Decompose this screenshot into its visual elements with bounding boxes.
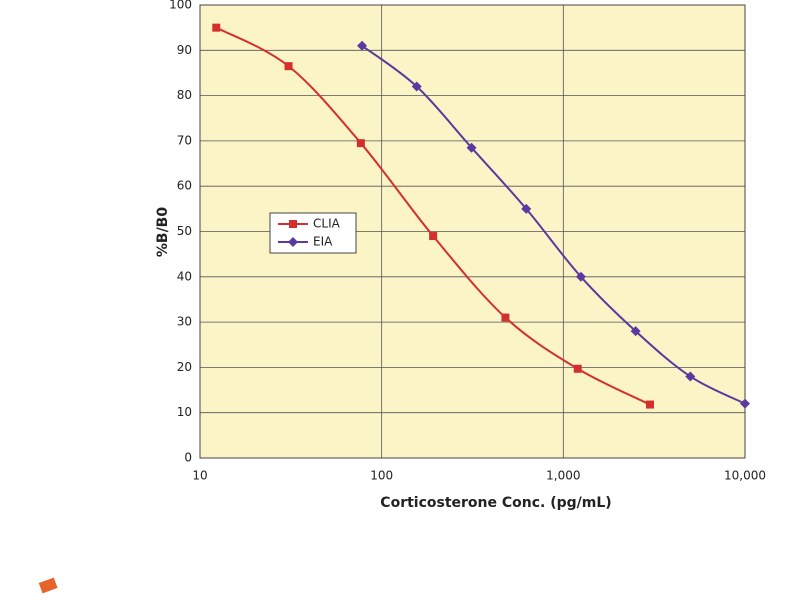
marker xyxy=(573,364,582,373)
marker xyxy=(356,139,365,148)
marker xyxy=(284,62,293,71)
y-tick-label: 70 xyxy=(177,133,192,147)
x-tick-label: 1,000 xyxy=(546,469,580,483)
y-tick-label: 100 xyxy=(169,0,192,12)
marker xyxy=(466,142,477,153)
marker xyxy=(630,326,641,337)
x-tick-label: 10,000 xyxy=(724,469,766,483)
marker xyxy=(575,271,586,282)
marker xyxy=(357,40,368,51)
y-tick-label: 10 xyxy=(177,405,192,419)
legend-box xyxy=(269,212,357,254)
marker xyxy=(212,23,221,32)
marker xyxy=(685,371,696,382)
y-tick-label: 60 xyxy=(177,179,192,193)
marker xyxy=(740,398,750,409)
marker xyxy=(501,313,510,322)
legend-marker xyxy=(288,237,298,247)
y-tick-label: 20 xyxy=(177,360,192,374)
x-tick-label: 100 xyxy=(370,469,393,483)
legend-marker xyxy=(289,220,297,228)
y-tick-label: 50 xyxy=(177,224,192,238)
series-line xyxy=(361,44,746,405)
y-tick-label: 0 xyxy=(184,451,192,465)
legend-label: CLIA xyxy=(313,217,341,231)
marker xyxy=(646,400,655,409)
plot-frame xyxy=(199,4,746,459)
y-tick-label: 40 xyxy=(177,269,192,283)
marker xyxy=(521,203,532,214)
marker xyxy=(411,81,422,92)
y-axis-label: %B/B0 xyxy=(155,207,171,257)
y-tick-label: 80 xyxy=(177,88,192,102)
marker xyxy=(429,232,438,241)
legend-label: EIA xyxy=(313,235,333,249)
x-tick-label: 10 xyxy=(192,469,207,483)
y-tick-label: 30 xyxy=(177,315,192,329)
y-tick-label: 90 xyxy=(177,43,192,57)
logo-icon xyxy=(38,577,58,594)
x-axis-label: Corticosterone Conc. (pg/mL) xyxy=(380,495,611,511)
